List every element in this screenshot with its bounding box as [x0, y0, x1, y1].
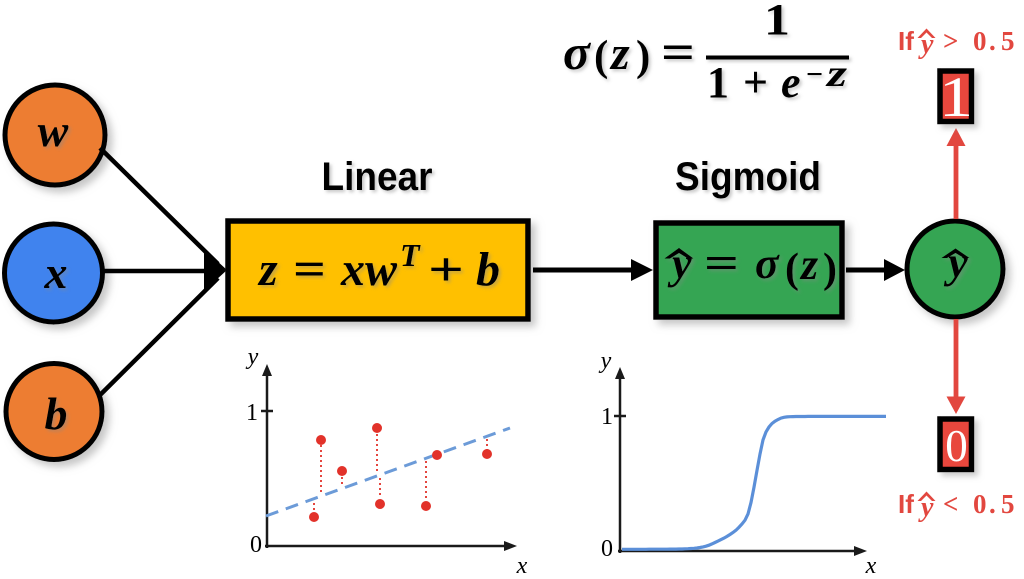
- svg-text:σ: σ: [755, 239, 780, 288]
- svg-text:Linear: Linear: [322, 155, 433, 199]
- svg-text:0: 0: [601, 536, 613, 562]
- svg-text:y: y: [918, 492, 934, 523]
- svg-text:y: y: [943, 238, 968, 287]
- svg-text:1: 1: [707, 58, 729, 107]
- svg-text:.: .: [989, 26, 996, 56]
- svg-text:x: x: [865, 553, 877, 579]
- svg-text:If: If: [898, 489, 914, 519]
- svg-text:b: b: [476, 243, 500, 296]
- svg-text:y: y: [918, 29, 934, 60]
- svg-text:+: +: [428, 243, 464, 296]
- svg-text:y: y: [667, 239, 692, 288]
- svg-text:w: w: [38, 105, 69, 156]
- svg-text:): ): [636, 33, 650, 80]
- svg-text:1: 1: [601, 404, 613, 430]
- svg-text:T: T: [400, 237, 421, 273]
- svg-text:.: .: [989, 489, 996, 519]
- svg-text:(: (: [594, 33, 608, 80]
- svg-text:1: 1: [764, 0, 790, 44]
- svg-text:y: y: [599, 348, 612, 374]
- svg-text:0: 0: [973, 26, 987, 56]
- svg-text:b: b: [45, 388, 68, 439]
- svg-text:>: >: [943, 26, 958, 56]
- svg-text:Sigmoid: Sigmoid: [675, 155, 821, 199]
- svg-text:xw: xw: [340, 243, 398, 296]
- svg-text:=: =: [704, 239, 739, 288]
- svg-text:x: x: [44, 247, 68, 298]
- svg-text:−: −: [806, 58, 823, 91]
- svg-text:e: e: [781, 58, 801, 107]
- svg-text:1: 1: [246, 400, 258, 426]
- svg-text:If: If: [898, 26, 914, 56]
- svg-text:z: z: [257, 243, 278, 296]
- svg-text:z: z: [824, 53, 847, 95]
- svg-text:1: 1: [939, 66, 973, 129]
- svg-text:(: (: [785, 246, 799, 292]
- svg-text:=: =: [661, 24, 695, 80]
- svg-text:y: y: [246, 344, 259, 370]
- svg-text:z: z: [799, 240, 818, 289]
- svg-text:0: 0: [250, 532, 262, 558]
- svg-text:): ): [823, 246, 837, 292]
- svg-text:z: z: [609, 27, 630, 80]
- svg-text:5: 5: [1001, 489, 1015, 519]
- svg-text:0: 0: [973, 489, 987, 519]
- svg-text:5: 5: [1001, 26, 1015, 56]
- svg-text:+: +: [743, 58, 768, 107]
- svg-text:0: 0: [945, 421, 968, 471]
- svg-text:<: <: [943, 489, 958, 519]
- svg-text:x: x: [516, 553, 528, 579]
- svg-text:σ: σ: [563, 24, 592, 80]
- svg-text:=: =: [293, 243, 326, 296]
